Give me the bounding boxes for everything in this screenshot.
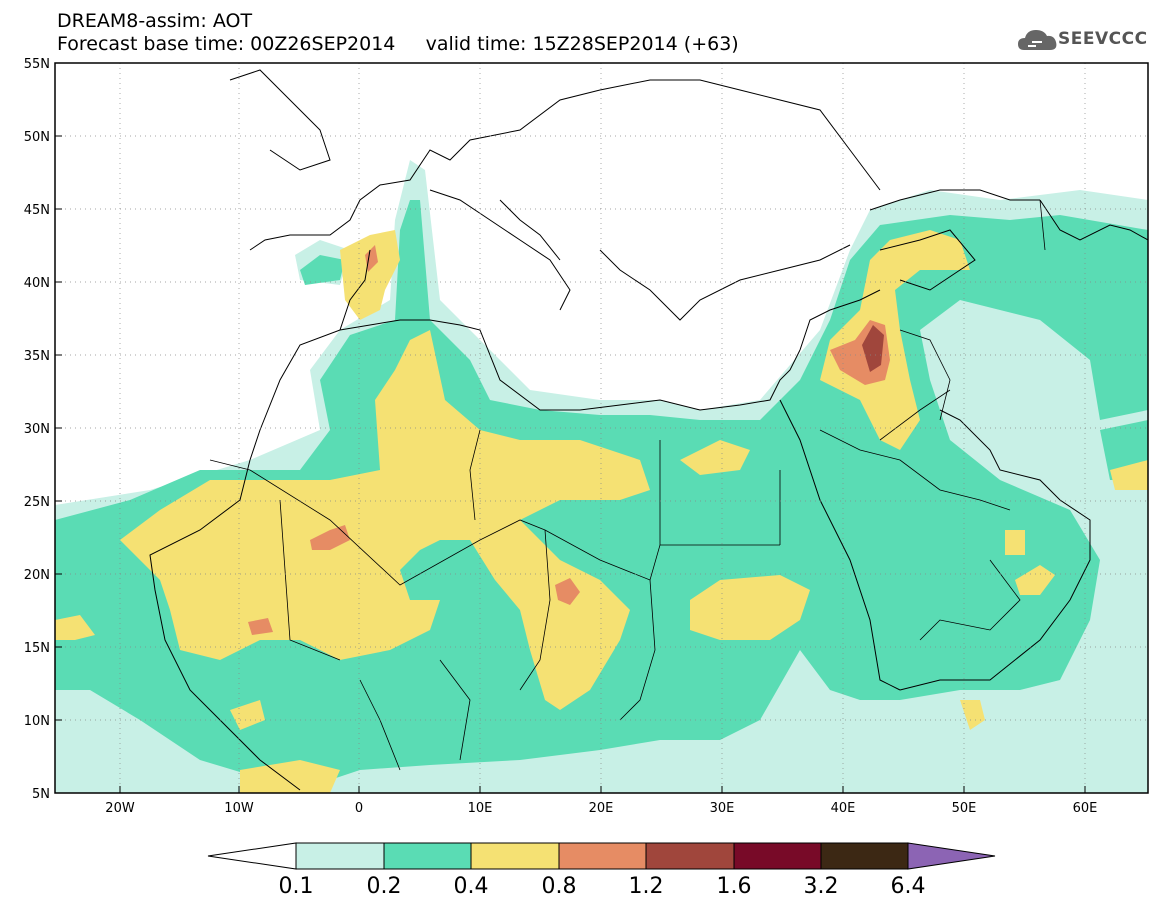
lat-label: 15N (24, 641, 50, 656)
title-line-2: Forecast base time: 00Z26SEP2014 valid t… (57, 33, 739, 55)
logo-text: SEEVCCC (1058, 29, 1148, 49)
lat-label: 55N (24, 57, 50, 72)
cloud-logo-icon (1018, 30, 1057, 50)
colorbar-label: 3.2 (804, 874, 839, 899)
colorbar-labels: 0.1 0.2 0.4 0.8 1.2 1.6 3.2 6.4 (279, 874, 926, 899)
coastlines (149, 69, 1148, 791)
lon-label: 60E (1073, 801, 1098, 816)
lat-label: 40N (24, 276, 50, 291)
colorbar-bin (470, 842, 560, 870)
lon-labels: 20W 10W 0 10E 20E 30E 40E 50E 60E (105, 801, 1097, 816)
lat-labels: 55N 50N 45N 40N 35N 30N 25N 20N 15N 10N … (24, 57, 50, 802)
lat-label: 30N (24, 422, 50, 437)
lat-label: 20N (24, 568, 50, 583)
axis-ticks (55, 62, 1086, 793)
colorbar-under-arrow (207, 842, 297, 870)
aot-level-0.4 (55, 230, 1148, 793)
colorbar-bin (295, 842, 385, 870)
lat-label: 45N (24, 203, 50, 218)
colorbar-label: 1.2 (629, 874, 664, 899)
lat-label: 35N (24, 349, 50, 364)
colorbar-bin (820, 842, 909, 870)
lat-label: 50N (24, 130, 50, 145)
colorbar-bin (383, 842, 472, 870)
lon-label: 0 (355, 801, 363, 816)
lon-label: 10W (224, 801, 254, 816)
borders (209, 199, 1046, 771)
colorbar-label: 6.4 (891, 874, 926, 899)
colorbar-over-arrow (907, 842, 996, 870)
colorbar-label: 0.4 (454, 874, 489, 899)
colorbar-label: 0.2 (367, 874, 402, 899)
lon-label: 20E (589, 801, 614, 816)
colorbar-bin (645, 842, 735, 870)
colorbar-label: 0.1 (279, 874, 314, 899)
grid (55, 63, 1148, 793)
lon-label: 40E (831, 801, 856, 816)
lat-label: 25N (24, 495, 50, 510)
colorbar (207, 842, 996, 870)
colorbar-label: 0.8 (542, 874, 577, 899)
lon-label: 10E (468, 801, 493, 816)
lat-label: 5N (32, 787, 50, 802)
lon-label: 30E (710, 801, 735, 816)
lat-label: 10N (24, 714, 50, 729)
lon-label: 20W (105, 801, 135, 816)
title-line-1: DREAM8-assim: AOT (57, 10, 253, 32)
colorbar-bin (733, 842, 822, 870)
aot-level-1.2 (862, 325, 884, 372)
colorbar-label: 1.6 (717, 874, 752, 899)
aot-field (55, 160, 1148, 793)
lon-label: 50E (952, 801, 977, 816)
colorbar-bin (558, 842, 647, 870)
